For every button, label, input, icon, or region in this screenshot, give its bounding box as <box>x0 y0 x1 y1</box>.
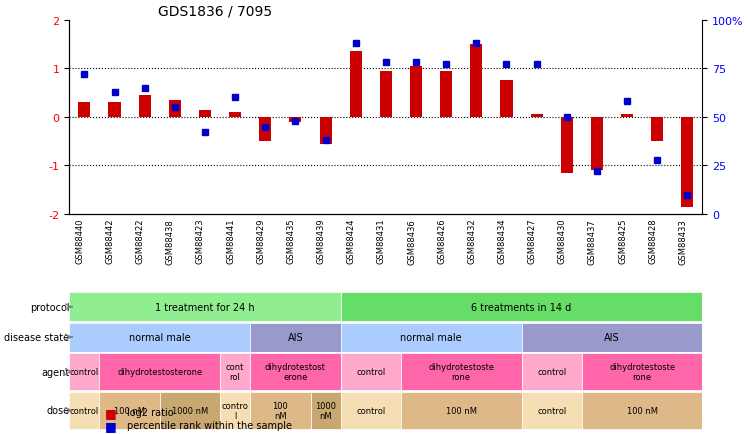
Text: protocol: protocol <box>30 302 70 312</box>
Text: 100 nM: 100 nM <box>446 406 476 415</box>
Text: GSM88437: GSM88437 <box>588 218 597 264</box>
Text: contro
l: contro l <box>221 401 248 420</box>
Text: dihydrotestosterone: dihydrotestosterone <box>117 367 203 376</box>
Text: control: control <box>70 367 99 376</box>
Text: GSM88439: GSM88439 <box>316 218 325 264</box>
Bar <box>470 45 482 118</box>
Bar <box>169 101 181 118</box>
FancyBboxPatch shape <box>521 392 582 429</box>
Text: log2 ratio: log2 ratio <box>127 408 174 417</box>
Text: dihydrotestost
erone: dihydrotestost erone <box>265 362 326 381</box>
Text: agent: agent <box>41 367 70 377</box>
Bar <box>410 67 422 118</box>
FancyBboxPatch shape <box>401 392 521 429</box>
Bar <box>260 118 272 142</box>
Text: GDS1836 / 7095: GDS1836 / 7095 <box>158 4 272 18</box>
Text: 1000
nM: 1000 nM <box>315 401 336 420</box>
Text: GSM88425: GSM88425 <box>618 218 627 264</box>
Text: GSM88441: GSM88441 <box>226 218 235 264</box>
Text: GSM88433: GSM88433 <box>678 218 687 264</box>
Bar <box>199 110 211 118</box>
Bar <box>500 81 512 118</box>
Bar <box>350 52 362 118</box>
Bar <box>319 118 331 144</box>
Text: control: control <box>537 367 566 376</box>
Text: GSM88430: GSM88430 <box>558 218 567 264</box>
Text: GSM88432: GSM88432 <box>468 218 476 264</box>
Text: GSM88422: GSM88422 <box>135 218 144 264</box>
Text: normal male: normal male <box>400 332 462 342</box>
Text: GSM88427: GSM88427 <box>527 218 536 264</box>
Bar <box>289 118 301 122</box>
FancyBboxPatch shape <box>310 392 340 429</box>
FancyBboxPatch shape <box>70 293 340 322</box>
FancyBboxPatch shape <box>340 293 702 322</box>
FancyBboxPatch shape <box>220 392 250 429</box>
FancyBboxPatch shape <box>340 392 401 429</box>
Text: GSM88435: GSM88435 <box>286 218 295 264</box>
Text: GSM88442: GSM88442 <box>105 218 114 264</box>
Bar <box>79 103 91 118</box>
Text: GSM88424: GSM88424 <box>347 218 356 264</box>
FancyBboxPatch shape <box>521 353 582 390</box>
Bar <box>591 118 603 171</box>
Text: GSM88436: GSM88436 <box>407 218 416 264</box>
Text: AIS: AIS <box>604 332 620 342</box>
Text: normal male: normal male <box>129 332 191 342</box>
Text: dihydrotestoste
rone: dihydrotestoste rone <box>428 362 494 381</box>
Bar <box>440 72 453 118</box>
FancyBboxPatch shape <box>340 353 401 390</box>
FancyBboxPatch shape <box>160 392 220 429</box>
Text: dihydrotestoste
rone: dihydrotestoste rone <box>609 362 675 381</box>
FancyBboxPatch shape <box>582 353 702 390</box>
FancyBboxPatch shape <box>401 353 521 390</box>
Text: GSM88438: GSM88438 <box>166 218 175 264</box>
FancyBboxPatch shape <box>70 323 250 352</box>
Text: percentile rank within the sample: percentile rank within the sample <box>127 421 292 430</box>
Bar <box>380 72 392 118</box>
Text: ■: ■ <box>105 406 117 419</box>
Bar <box>229 113 241 118</box>
Bar <box>138 96 150 118</box>
Text: cont
rol: cont rol <box>226 362 245 381</box>
FancyBboxPatch shape <box>340 323 521 352</box>
Text: control: control <box>356 367 385 376</box>
FancyBboxPatch shape <box>250 353 340 390</box>
Text: GSM88429: GSM88429 <box>257 218 266 264</box>
Text: control: control <box>70 406 99 415</box>
Text: dose: dose <box>46 405 70 415</box>
Bar <box>621 115 633 118</box>
Bar <box>108 103 120 118</box>
Text: control: control <box>356 406 385 415</box>
FancyBboxPatch shape <box>250 323 340 352</box>
Text: disease state: disease state <box>4 332 70 342</box>
Text: GSM88434: GSM88434 <box>497 218 506 264</box>
Text: GSM88428: GSM88428 <box>649 218 657 264</box>
Text: 1000 nM: 1000 nM <box>172 406 208 415</box>
Text: GSM88426: GSM88426 <box>437 218 447 264</box>
Bar <box>681 118 693 207</box>
Text: 1 treatment for 24 h: 1 treatment for 24 h <box>155 302 255 312</box>
FancyBboxPatch shape <box>521 323 702 352</box>
Text: 100
nM: 100 nM <box>272 401 288 420</box>
Text: 100 nM: 100 nM <box>627 406 657 415</box>
FancyBboxPatch shape <box>99 392 160 429</box>
FancyBboxPatch shape <box>99 353 220 390</box>
Text: ■: ■ <box>105 419 117 432</box>
Text: AIS: AIS <box>288 332 303 342</box>
FancyBboxPatch shape <box>220 353 250 390</box>
FancyBboxPatch shape <box>70 392 99 429</box>
Bar <box>561 118 573 173</box>
FancyBboxPatch shape <box>250 392 310 429</box>
Text: GSM88440: GSM88440 <box>76 218 85 264</box>
Bar <box>530 115 543 118</box>
Text: GSM88431: GSM88431 <box>377 218 386 264</box>
Text: 6 treatments in 14 d: 6 treatments in 14 d <box>471 302 571 312</box>
FancyBboxPatch shape <box>70 353 99 390</box>
FancyBboxPatch shape <box>582 392 702 429</box>
Text: 100 nM: 100 nM <box>114 406 145 415</box>
Bar <box>652 118 663 142</box>
Text: control: control <box>537 406 566 415</box>
Text: GSM88423: GSM88423 <box>196 218 205 264</box>
